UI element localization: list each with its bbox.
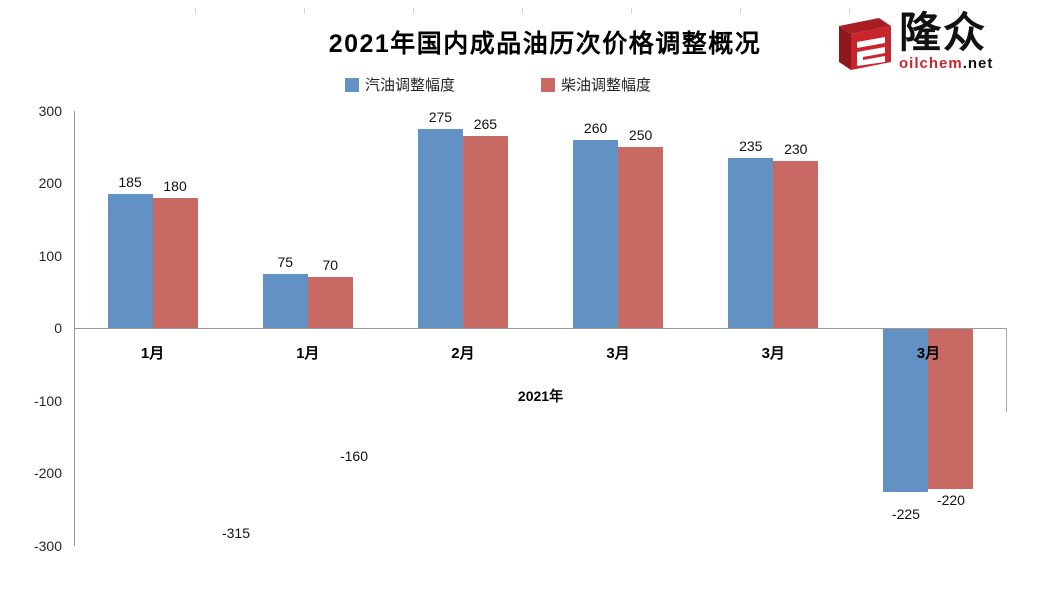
y-axis-tick-label: 300 (38, 102, 62, 119)
logo: 隆众 oilchem.net (833, 12, 1033, 78)
bar-value-label: 265 (473, 115, 498, 132)
logo-text: 隆众 oilchem.net (899, 9, 993, 72)
red-cube-e-icon (833, 12, 893, 72)
bar-value-label: 260 (583, 119, 608, 136)
x-axis-title: 2021年 (517, 388, 564, 404)
top-tick (849, 8, 850, 14)
logo-brand: 隆众 (899, 9, 988, 56)
legend: 汽油调整幅度 柴油调整幅度 (345, 74, 651, 95)
bar-gasoline (262, 273, 308, 328)
x-category-label: 1月 (140, 345, 165, 362)
legend-swatch-gasoline (345, 77, 359, 92)
y-axis-tick-label: -100 (33, 392, 62, 409)
bar-value-label: 70 (322, 257, 339, 274)
bar-value-label: 185 (118, 173, 142, 190)
logo-domain-tld: .net (962, 55, 994, 72)
top-tick (413, 8, 414, 14)
x-category-label: 3月 (761, 345, 785, 362)
bar-diesel (152, 197, 198, 328)
bar-value-label: 75 (277, 253, 294, 270)
legend-item-gasoline: 汽油调整幅度 (345, 74, 455, 95)
x-category-label: 2月 (451, 345, 475, 362)
x-category-label: 3月 (606, 345, 630, 362)
bar-value-label: 180 (163, 177, 187, 194)
bar-value-label: -225 (891, 506, 920, 523)
top-tick (740, 8, 741, 14)
y-axis-tick-label: -300 (33, 537, 62, 554)
legend-swatch-diesel (541, 77, 556, 92)
x-axis-line (74, 328, 1006, 329)
floating-value-label: -160 (339, 448, 369, 464)
top-tick (304, 8, 305, 14)
bar-value-label: -220 (936, 491, 965, 508)
right-axis-segment (1006, 328, 1007, 412)
bar-gasoline (107, 193, 153, 328)
y-axis-tick-label: 100 (38, 247, 62, 264)
bar-diesel (773, 161, 819, 328)
bar-value-label: 275 (428, 108, 453, 125)
bar-value-label: 250 (628, 126, 653, 143)
bar-diesel (307, 277, 353, 328)
bar-gasoline (728, 157, 774, 328)
bar-diesel (618, 146, 664, 328)
bar-gasoline (883, 329, 929, 493)
y-axis-tick-label: 200 (38, 175, 62, 191)
chart-title: 2021年国内成品油历次价格调整概况 (328, 30, 762, 58)
floating-value-label: -315 (221, 525, 251, 541)
bar-diesel (928, 329, 974, 489)
logo-domain-name: oilchem (899, 55, 963, 72)
legend-label-diesel: 柴油调整幅度 (561, 77, 652, 94)
legend-label-gasoline: 汽油调整幅度 (365, 77, 456, 94)
bar-diesel (462, 135, 508, 328)
top-tick (631, 8, 632, 14)
bar-value-label: 235 (739, 137, 763, 154)
top-tick (958, 8, 959, 14)
bar-value-label: 230 (784, 141, 808, 158)
bar-gasoline (573, 139, 619, 328)
logo-domain: oilchem.net (899, 56, 993, 71)
y-axis-tick-label: -200 (33, 465, 62, 481)
y-axis-tick-label: 0 (54, 320, 62, 336)
bar-gasoline (417, 128, 463, 328)
legend-item-diesel: 柴油调整幅度 (541, 74, 651, 95)
x-category-label: 3月 (916, 345, 941, 362)
top-tick (195, 8, 196, 14)
top-tick (522, 8, 523, 14)
x-category-label: 1月 (296, 345, 320, 362)
